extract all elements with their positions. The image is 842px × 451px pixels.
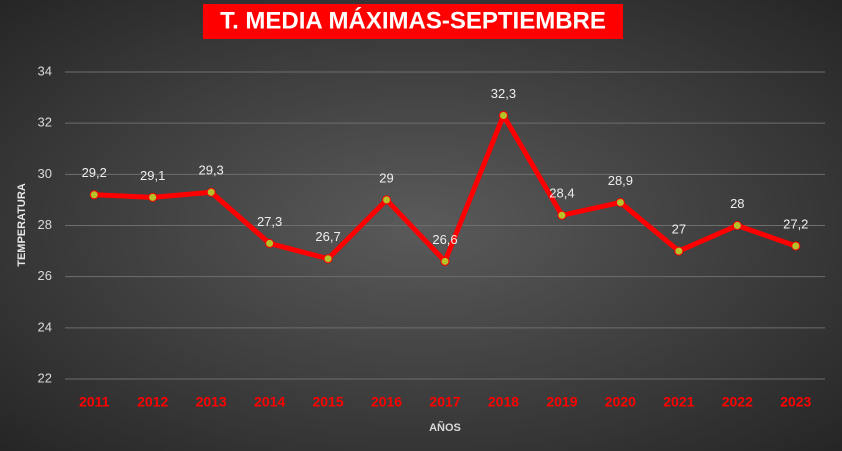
y-tick-label: 26: [38, 268, 52, 283]
data-label: 28,9: [608, 173, 633, 188]
x-tick-label: 2013: [196, 394, 227, 410]
marker: [265, 238, 275, 248]
data-label: 29,3: [198, 163, 223, 178]
marker: [89, 190, 99, 200]
chart-title: T. MEDIA MÁXIMAS-SEPTIEMBRE: [220, 6, 606, 34]
y-tick-label: 32: [38, 115, 52, 130]
x-tick-label: 2019: [546, 394, 577, 410]
x-tick-label: 2017: [429, 394, 460, 410]
y-tick-label: 30: [38, 166, 52, 181]
marker: [732, 221, 742, 230]
data-label: 29,2: [82, 165, 107, 180]
marker: [382, 195, 392, 205]
data-label: 27,2: [783, 216, 808, 231]
data-label: 28,4: [549, 186, 574, 201]
title-box: [203, 4, 623, 39]
y-tick-label: 24: [38, 319, 52, 334]
x-tick-label: 2021: [663, 394, 694, 410]
x-tick-label: 2016: [371, 394, 402, 410]
y-axis-title: TEMPERATURA: [16, 183, 28, 267]
marker: [615, 197, 625, 207]
data-label: 32,3: [491, 86, 516, 101]
y-tick-label: 34: [38, 63, 52, 78]
marker: [440, 256, 450, 266]
y-tick-label: 28: [38, 217, 52, 232]
x-tick-label: 2022: [722, 394, 753, 410]
marker: [148, 192, 158, 202]
x-tick-label: 2018: [488, 394, 519, 410]
data-label: 28: [730, 196, 744, 211]
marker: [206, 187, 216, 197]
marker: [498, 110, 508, 120]
x-tick-label: 2015: [312, 394, 343, 410]
data-label: 29,1: [140, 168, 165, 183]
y-tick-label: 22: [38, 370, 52, 385]
data-label: 26,7: [315, 229, 340, 244]
data-label: 26,6: [432, 232, 457, 247]
marker: [674, 246, 684, 256]
data-label: 29: [379, 170, 393, 185]
x-tick-label: 2023: [780, 394, 811, 410]
x-tick-label: 2014: [254, 394, 285, 410]
data-label: 27,3: [257, 214, 282, 229]
x-axis-title: AÑOS: [429, 421, 461, 434]
marker: [323, 254, 333, 264]
x-tick-label: 2020: [605, 394, 636, 410]
x-tick-label: 2012: [137, 394, 168, 410]
data-label: 27: [672, 222, 686, 237]
marker: [557, 210, 567, 220]
marker: [791, 241, 801, 251]
x-tick-label: 2011: [79, 394, 110, 410]
